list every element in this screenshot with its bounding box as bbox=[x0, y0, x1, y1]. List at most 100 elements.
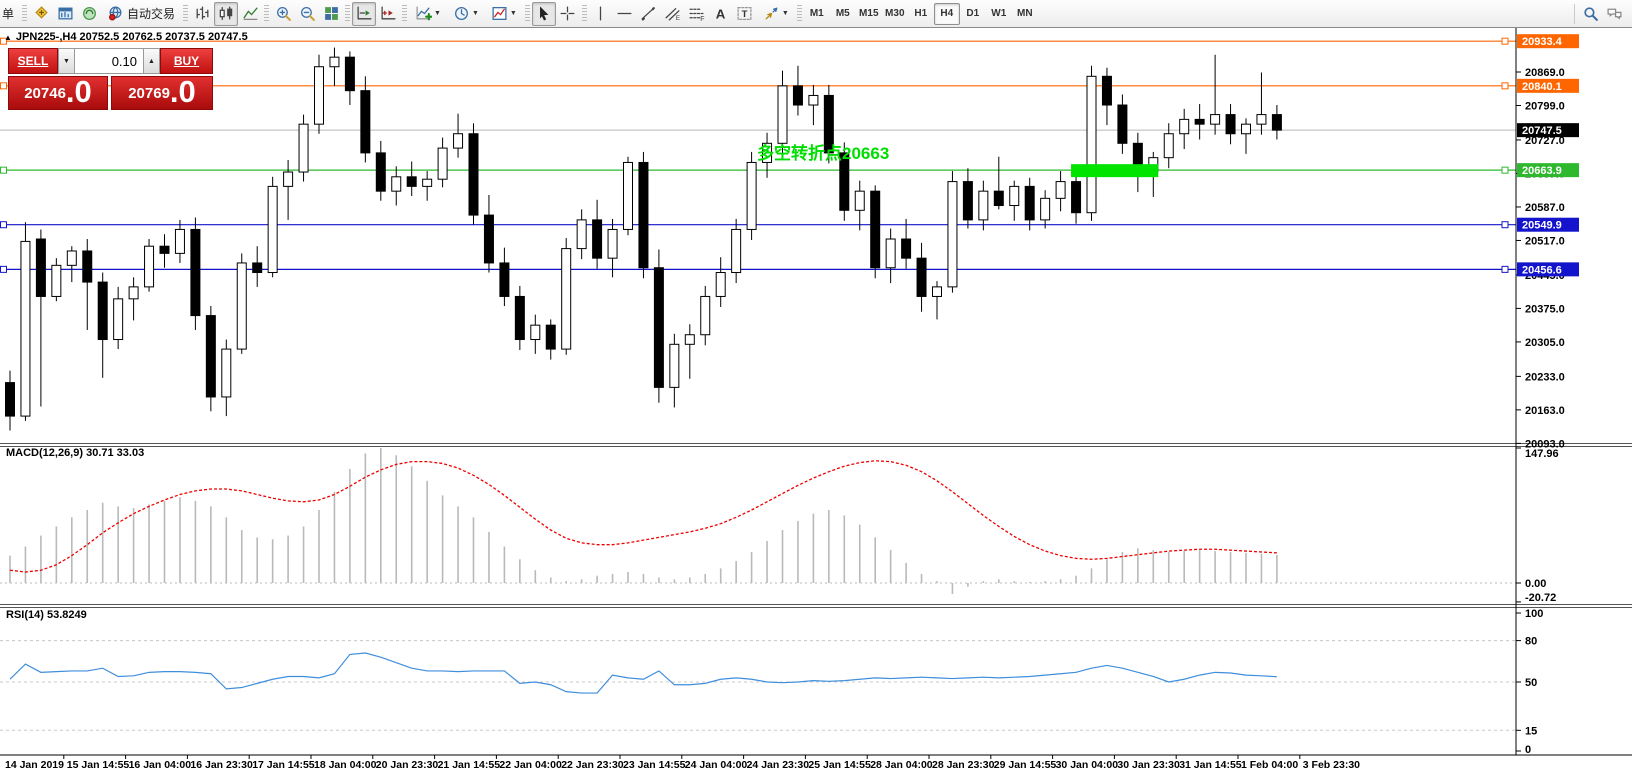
svg-text:T: T bbox=[742, 9, 748, 20]
volume-increase-button[interactable]: ▲ bbox=[143, 48, 160, 74]
timeframe-d1-button[interactable]: D1 bbox=[966, 8, 980, 19]
svg-text:A: A bbox=[716, 6, 726, 21]
indicators-button[interactable]: ▼ bbox=[409, 2, 447, 26]
svg-text:20747.5: 20747.5 bbox=[1522, 125, 1562, 137]
sell-price-display[interactable]: 20746.0 bbox=[8, 76, 108, 110]
line-chart-button[interactable] bbox=[238, 2, 262, 26]
candle bbox=[978, 190, 989, 221]
time-axis[interactable]: 14 Jan 2019 15 Jan 14:55 16 Jan 04:00 16 Ja… bbox=[5, 755, 1360, 771]
candle bbox=[916, 257, 927, 297]
buy-price-display[interactable]: 20769.0 bbox=[111, 76, 213, 110]
text-button[interactable]: A bbox=[709, 2, 733, 26]
vline-icon bbox=[600, 6, 602, 21]
dropdown-arrow-icon[interactable]: ▼ bbox=[434, 10, 441, 17]
horizontal-line-button[interactable] bbox=[613, 2, 637, 26]
candles bbox=[5, 47, 1282, 431]
candle bbox=[375, 152, 386, 192]
shapes-icon bbox=[765, 7, 778, 20]
symbol-ohlc-text: JPN225-,H4 20752.5 20762.5 20737.5 20747… bbox=[15, 31, 248, 43]
trendline-button[interactable] bbox=[637, 2, 661, 26]
svg-text:0.00: 0.00 bbox=[1525, 578, 1546, 590]
bars-icon bbox=[196, 6, 208, 20]
periods-button[interactable]: ▼ bbox=[447, 2, 485, 26]
svg-text:17 Jan 14:55: 17 Jan 14:55 bbox=[252, 759, 315, 771]
timeframe-m15-button[interactable]: M15 bbox=[859, 8, 879, 19]
auto-scroll-button[interactable] bbox=[352, 1, 377, 26]
chat-button[interactable] bbox=[1602, 2, 1626, 26]
candle-chart-button[interactable] bbox=[214, 1, 239, 26]
volume-input[interactable] bbox=[75, 48, 143, 74]
timeframe-m5-button[interactable]: M5 bbox=[835, 8, 850, 19]
svg-text:1 Feb 04:00: 1 Feb 04:00 bbox=[1241, 759, 1298, 771]
sell-button[interactable]: SELL bbox=[8, 48, 58, 74]
candle bbox=[66, 250, 77, 266]
timeframe-h4-button[interactable]: H4 bbox=[933, 2, 960, 25]
hline-icon bbox=[617, 12, 632, 15]
svg-text:30 Jan 04:00: 30 Jan 04:00 bbox=[1056, 759, 1119, 771]
timeframe-m1-button[interactable]: M1 bbox=[809, 8, 824, 19]
candle bbox=[947, 181, 958, 288]
candle bbox=[1009, 185, 1020, 207]
expand-panel-icon[interactable]: ▲ bbox=[4, 33, 12, 42]
cursor-button[interactable] bbox=[531, 1, 556, 26]
candle bbox=[1071, 181, 1082, 214]
timeframe-w1-button[interactable]: W1 bbox=[991, 8, 1007, 19]
candles-icon bbox=[219, 6, 232, 20]
toolbar-grip bbox=[581, 4, 587, 23]
crosshair-icon bbox=[560, 6, 575, 21]
shapes-button[interactable]: ▼ bbox=[757, 2, 795, 26]
candle bbox=[236, 262, 247, 350]
timeframe-h1-button[interactable]: H1 bbox=[914, 8, 928, 19]
candle bbox=[993, 190, 1004, 207]
timeframe-m30-button[interactable]: M30 bbox=[885, 8, 905, 19]
candle bbox=[1225, 114, 1236, 135]
svg-text:20093.0: 20093.0 bbox=[1525, 438, 1565, 450]
autotrading-button[interactable]: 自动交易 bbox=[101, 2, 181, 26]
candle bbox=[901, 238, 912, 259]
svg-text:20933.4: 20933.4 bbox=[1522, 36, 1563, 48]
svg-text:20517.0: 20517.0 bbox=[1525, 235, 1565, 247]
candle bbox=[453, 133, 464, 149]
terminal-button[interactable] bbox=[77, 2, 101, 26]
timeframe-mn-button[interactable]: MN bbox=[1017, 8, 1033, 19]
dropdown-arrow-icon[interactable]: ▼ bbox=[471, 10, 479, 17]
channel-button[interactable]: E bbox=[661, 2, 685, 26]
zoom-out-button[interactable] bbox=[295, 2, 319, 26]
tile-windows-button[interactable] bbox=[319, 2, 343, 26]
fibonacci-button[interactable]: F bbox=[685, 2, 709, 26]
chart-shift-button[interactable] bbox=[376, 2, 400, 26]
search-button[interactable] bbox=[1578, 2, 1602, 26]
buy-button[interactable]: BUY bbox=[160, 48, 213, 74]
rsi-panel: RSI(14) 53.8249 bbox=[0, 609, 1516, 731]
svg-text:-20.72: -20.72 bbox=[1525, 592, 1556, 604]
candle bbox=[1210, 114, 1221, 125]
candle bbox=[669, 343, 680, 388]
green-zone-highlight[interactable] bbox=[1071, 164, 1159, 178]
candle bbox=[1256, 114, 1267, 125]
dropdown-arrow-icon[interactable]: ▼ bbox=[781, 10, 789, 17]
candle bbox=[5, 382, 15, 417]
new-order-button[interactable] bbox=[29, 2, 53, 26]
volume-decrease-button[interactable]: ▼ bbox=[58, 48, 75, 74]
text-label-button[interactable]: T bbox=[733, 2, 757, 26]
svg-text:20549.9: 20549.9 bbox=[1522, 220, 1562, 232]
svg-text:20163.0: 20163.0 bbox=[1525, 405, 1565, 417]
svg-text:F: F bbox=[701, 16, 705, 22]
templates-button[interactable]: ▼ bbox=[485, 2, 523, 26]
menu-fragment[interactable]: 单 bbox=[2, 7, 15, 21]
candle bbox=[823, 94, 834, 154]
crosshair-button[interactable] bbox=[556, 2, 580, 26]
dropdown-arrow-icon[interactable]: ▼ bbox=[509, 10, 517, 17]
ind-add-icon bbox=[416, 6, 433, 21]
candle bbox=[205, 315, 216, 398]
candle bbox=[932, 286, 942, 297]
candle bbox=[283, 171, 294, 187]
vertical-line-button[interactable] bbox=[589, 2, 613, 26]
bar-chart-button[interactable] bbox=[190, 2, 214, 26]
chart-window-button[interactable] bbox=[53, 2, 77, 26]
candle bbox=[1194, 118, 1205, 125]
svg-text:50: 50 bbox=[1525, 677, 1537, 689]
zoom-in-button[interactable] bbox=[271, 2, 295, 26]
annotation-text[interactable]: 多空转折点20663 bbox=[757, 143, 889, 163]
